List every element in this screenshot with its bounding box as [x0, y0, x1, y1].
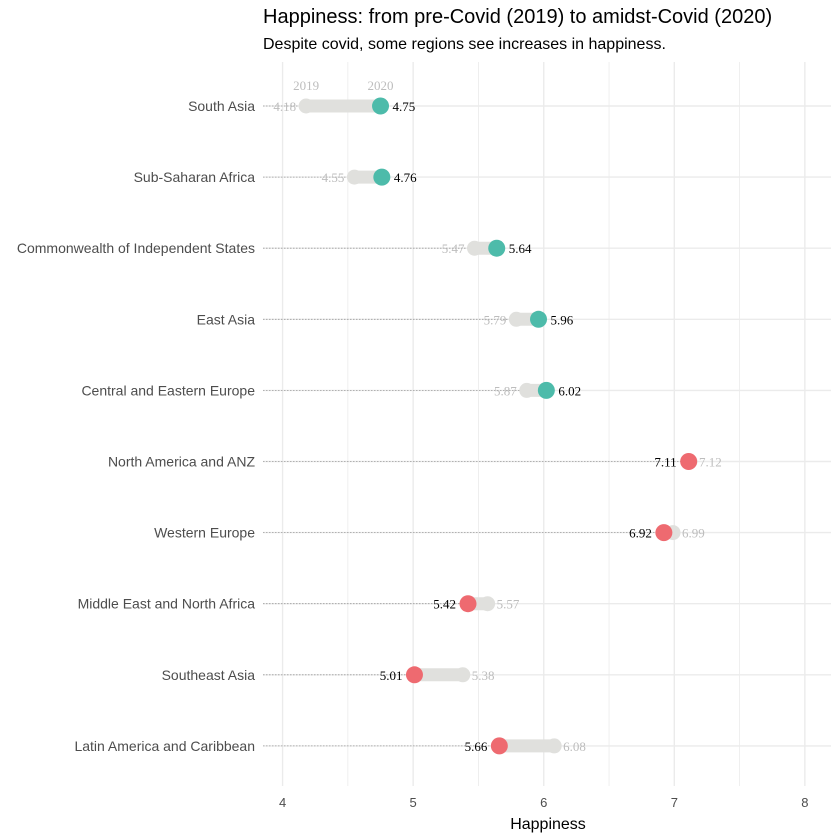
value-label-2020: 4.76 — [394, 170, 417, 185]
year-label-2019: 2019 — [293, 78, 319, 93]
point-2019 — [508, 311, 524, 327]
value-label-2019: 5.47 — [442, 241, 465, 256]
x-tick-label: 6 — [540, 795, 547, 810]
point-2020 — [373, 168, 391, 186]
value-label-2019: 5.79 — [484, 312, 507, 327]
value-label-2019: 5.57 — [497, 597, 520, 612]
grid-layer — [263, 62, 831, 786]
point-2020 — [459, 595, 477, 613]
category-label: Southeast Asia — [162, 667, 256, 683]
category-label: South Asia — [188, 98, 255, 114]
label-layer: 4 5 6 7 8 South Asia 4.18 4.75 2019 2020 Sub-Sahar… — [17, 78, 809, 810]
category-label: East Asia — [197, 311, 256, 327]
point-2019 — [519, 382, 535, 398]
point-2020 — [405, 666, 423, 684]
category-label: Commonwealth of Independent States — [17, 240, 255, 256]
chart-title: Happiness: from pre-Covid (2019) to amid… — [263, 6, 773, 28]
value-label-2020: 5.01 — [380, 668, 403, 683]
mark-layer — [298, 97, 698, 755]
category-label: North America and ANZ — [108, 454, 256, 470]
value-label-2019: 4.55 — [322, 170, 345, 185]
point-2019 — [298, 98, 314, 114]
point-2020 — [680, 453, 698, 470]
category-label: Western Europe — [154, 525, 255, 541]
point-2019 — [480, 596, 496, 612]
point-2019 — [546, 738, 562, 754]
point-2020 — [655, 524, 673, 542]
x-tick-label: 4 — [279, 795, 286, 810]
value-label-2019: 6.08 — [563, 739, 586, 754]
x-tick-label: 7 — [671, 795, 678, 810]
category-label: Latin America and Caribbean — [74, 738, 255, 754]
value-label-2019: 4.18 — [273, 99, 296, 114]
value-label-2020: 6.92 — [629, 526, 652, 541]
value-label-2020: 5.42 — [433, 597, 456, 612]
category-label: Central and Eastern Europe — [81, 382, 255, 398]
point-2020 — [490, 737, 508, 755]
chart-subtitle: Despite covid, some regions see increase… — [263, 36, 666, 53]
value-label-2019: 5.38 — [472, 668, 495, 683]
point-2019 — [455, 667, 471, 683]
year-label-2020: 2020 — [368, 78, 394, 93]
value-label-2019: 6.99 — [682, 526, 705, 541]
x-axis-title: Happiness — [510, 816, 586, 833]
point-2020 — [372, 97, 390, 115]
point-2020 — [488, 239, 506, 257]
value-label-2020: 5.96 — [551, 312, 574, 327]
value-label-2020: 4.75 — [393, 99, 416, 114]
point-2020 — [530, 310, 548, 328]
value-label-2020: 5.66 — [465, 739, 488, 754]
category-label: Sub-Saharan Africa — [134, 169, 256, 185]
point-2020 — [537, 381, 555, 399]
value-label-2019: 5.87 — [494, 383, 517, 398]
category-label: Middle East and North Africa — [78, 596, 256, 612]
point-2019 — [467, 240, 483, 256]
point-2019 — [346, 169, 362, 185]
value-label-2020: 6.02 — [558, 383, 581, 398]
value-label-2020: 5.64 — [509, 241, 532, 256]
x-tick-label: 8 — [801, 795, 808, 810]
value-label-2019: 7.12 — [699, 455, 722, 470]
value-label-2020: 7.11 — [654, 455, 676, 470]
x-tick-label: 5 — [410, 795, 417, 810]
